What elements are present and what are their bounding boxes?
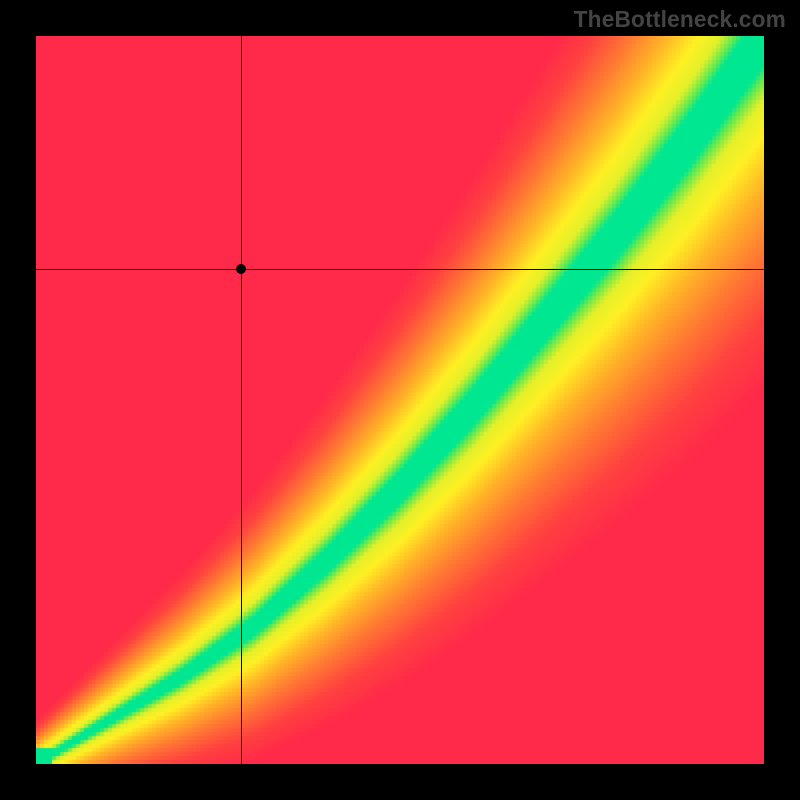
heatmap-canvas — [36, 36, 764, 764]
figure-root: TheBottleneck.com — [0, 0, 800, 800]
plot-area — [36, 36, 764, 764]
watermark-label: TheBottleneck.com — [574, 6, 786, 33]
